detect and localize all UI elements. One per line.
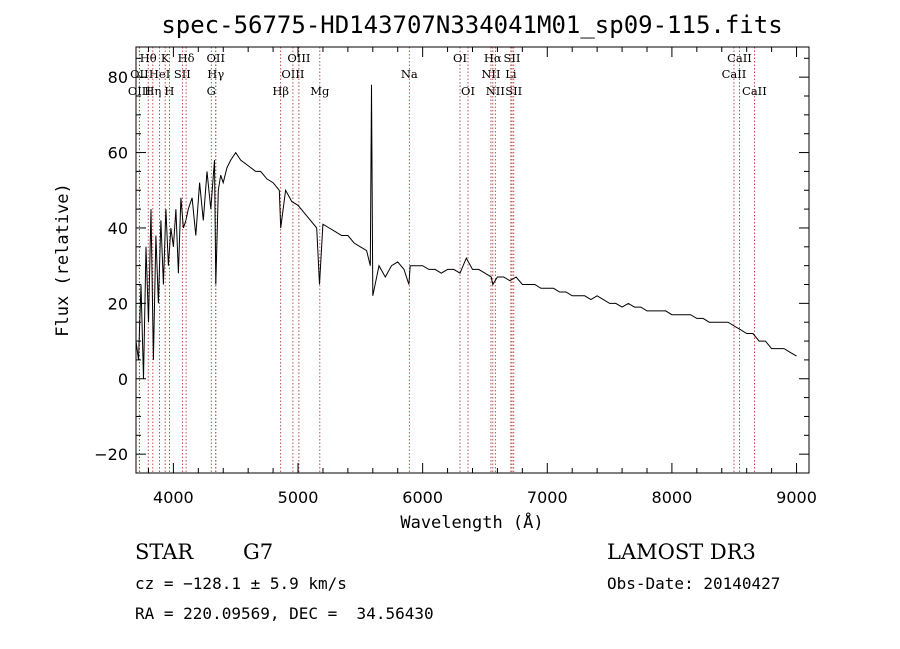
x-tick-label: 6000 (402, 488, 443, 507)
observation-date: Obs-Date: 20140427 (607, 574, 781, 593)
spectral-line-label: Hα (484, 51, 502, 65)
object-subclass: G7 (243, 540, 274, 564)
spectral-line-markers (138, 47, 755, 473)
y-axis-title: Flux (relative) (53, 183, 73, 337)
spectral-line-label: OIII (281, 67, 304, 81)
spectral-line-label: G (207, 84, 216, 98)
spectral-line-label: CaII (722, 67, 747, 81)
spectral-line-label: Mg (310, 84, 330, 98)
survey-name: LAMOST DR3 (607, 540, 756, 564)
spectral-line-label: K (161, 51, 170, 65)
axis-tick-labels: 4000 5000 6000 7000 8000 9000 −20 0 20 40 60 80 (94, 68, 817, 507)
spectral-line-label: OIII (128, 84, 151, 98)
axis-ticks (136, 47, 809, 474)
spectral-line-label: Hβ (272, 84, 289, 98)
redshift-readout: cz = −128.1 ± 5.9 km/s (135, 574, 347, 593)
spectral-line-label: H (164, 84, 174, 98)
spectral-line-label: SII (174, 67, 191, 81)
spectral-line-label: Hγ (207, 67, 224, 81)
spectral-line-label: HeI (149, 67, 170, 81)
y-tick-label: 80 (108, 68, 128, 87)
y-tick-label: 60 (108, 144, 128, 163)
spectral-line-label: OIII (287, 51, 310, 65)
x-tick-label: 9000 (776, 488, 817, 507)
spectral-line-label: CaII (742, 84, 767, 98)
spectral-line-label: NII (481, 67, 500, 81)
spectral-line-label: OII (130, 67, 149, 81)
x-tick-label: 5000 (278, 488, 319, 507)
y-tick-label: −20 (94, 445, 128, 464)
x-axis-title: Wavelength (Å) (400, 511, 543, 533)
object-class: STAR (135, 540, 194, 564)
coordinates-readout: RA = 220.09569, DEC = 34.56430 (135, 604, 434, 623)
chart-title: spec-56775-HD143707N334041M01_sp09-115.f… (161, 11, 782, 39)
spectrum-line (135, 84, 797, 379)
spectral-line-label: Hθ (140, 51, 157, 65)
y-tick-label: 0 (118, 370, 128, 389)
spectral-line-label: SII (505, 84, 522, 98)
spectral-line-label: OI (461, 84, 475, 98)
spectral-line-label: NII (486, 84, 505, 98)
spectral-line-label: Hη (144, 84, 161, 98)
x-tick-label: 8000 (652, 488, 693, 507)
x-tick-label: 4000 (153, 488, 194, 507)
spectral-line-label: OII (207, 51, 226, 65)
spectral-line-label: Hδ (178, 51, 195, 65)
plot-frame (135, 46, 810, 474)
spectral-line-label: Na (401, 67, 418, 81)
spectral-line-label: Li (505, 67, 517, 81)
spectral-line-label: OI (453, 51, 467, 65)
x-tick-label: 7000 (527, 488, 568, 507)
y-tick-label: 40 (108, 219, 128, 238)
y-tick-label: 20 (108, 294, 128, 313)
spectral-line-label: CaII (727, 51, 752, 65)
spectral-line-label: SII (504, 51, 521, 65)
